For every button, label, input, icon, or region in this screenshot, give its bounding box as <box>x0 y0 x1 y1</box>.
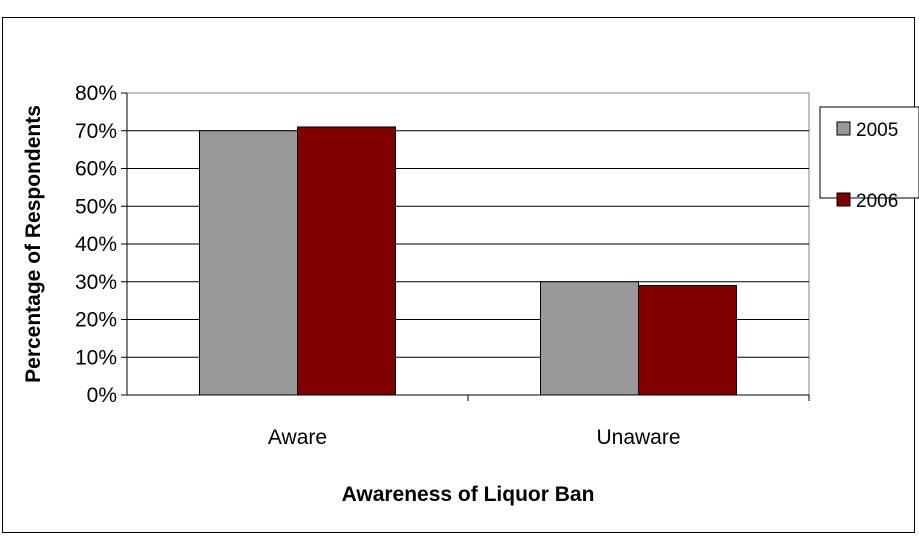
y-tick-label: 60% <box>75 158 117 181</box>
y-tick-label: 50% <box>75 195 117 218</box>
y-tick-label: 0% <box>87 384 117 407</box>
y-tick-label: 80% <box>75 82 117 105</box>
x-tick-label: Unaware <box>596 426 680 449</box>
legend-label-2005: 2005 <box>856 120 898 141</box>
legend: 2005 2006 <box>819 106 919 212</box>
bar-2006-aware <box>297 126 396 396</box>
y-tick-label: 20% <box>75 309 117 332</box>
axes <box>121 92 810 401</box>
legend-swatch-2006 <box>836 192 851 207</box>
legend-label-2006: 2006 <box>856 191 898 212</box>
legend-swatch-2005 <box>836 121 851 136</box>
x-tick-label: Aware <box>268 426 327 449</box>
y-tick-label: 40% <box>75 233 117 256</box>
x-tick-labels: Aware Unaware <box>268 426 681 449</box>
bar-2005-aware <box>199 130 298 396</box>
y-tick-labels: 0% 10% 20% 30% 40% 50% 60% 70% 80% <box>75 82 117 407</box>
y-tick-label: 70% <box>75 120 117 143</box>
y-axis-title: Percentage of Respondents <box>22 105 45 383</box>
x-axis-title: Awareness of Liquor Ban <box>342 483 595 506</box>
y-tick-label: 30% <box>75 271 117 294</box>
bar-2005-unaware <box>540 281 639 396</box>
bar-2006-unaware <box>638 285 737 396</box>
bars <box>199 126 737 396</box>
y-tick-label: 10% <box>75 346 117 369</box>
